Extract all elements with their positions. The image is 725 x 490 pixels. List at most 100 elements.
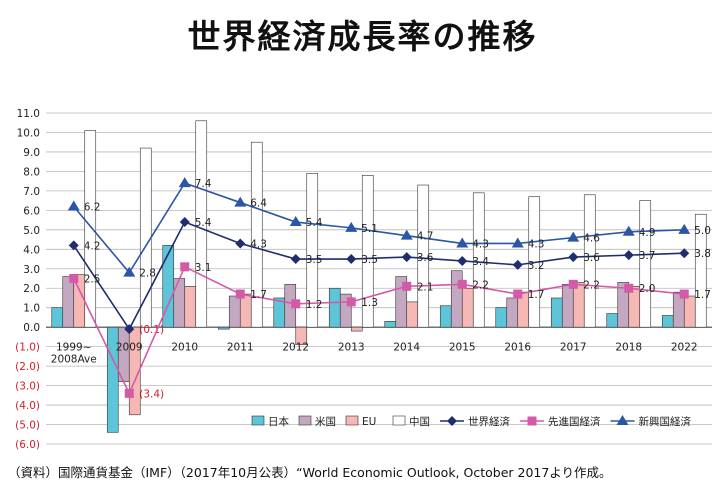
data-label-先進国経済: 1.2 bbox=[306, 299, 323, 311]
bar-日本 bbox=[550, 297, 563, 328]
data-label-新興国経済: 6.4 bbox=[250, 198, 267, 210]
line-新興国経済 bbox=[73, 182, 685, 275]
data-label-世界経済: 3.6 bbox=[417, 252, 434, 264]
line-先進国経済 bbox=[73, 265, 685, 396]
data-label-新興国経済: 4.6 bbox=[583, 233, 600, 245]
data-label-先進国経済: 2.0 bbox=[639, 283, 656, 295]
bar-EU bbox=[350, 326, 363, 332]
data-label-先進国経済: 2.5 bbox=[84, 274, 101, 286]
marker-先進国経済 bbox=[624, 283, 634, 293]
data-label-新興国経済: 4.9 bbox=[639, 227, 656, 239]
marker-先進国経済 bbox=[568, 279, 578, 289]
marker-先進国経済 bbox=[235, 289, 245, 299]
x-tick-label: 2010 bbox=[171, 342, 198, 354]
marker-先進国経済 bbox=[513, 289, 523, 299]
bar-日本 bbox=[495, 307, 508, 328]
data-label-新興国経済: 7.4 bbox=[195, 178, 212, 190]
bar-中国 bbox=[84, 130, 97, 328]
marker-新興国経済 bbox=[400, 229, 413, 240]
y-tick-label: 7.0 bbox=[23, 186, 40, 198]
y-tick-label: (4.0) bbox=[15, 400, 40, 412]
data-label-先進国経済: 3.1 bbox=[195, 262, 212, 274]
data-label-世界経済: 3.5 bbox=[361, 254, 378, 266]
x-tick-label: 2009 bbox=[116, 342, 143, 354]
legend-marker-新興国経済 bbox=[616, 415, 629, 425]
bar-中国 bbox=[195, 120, 208, 328]
bar-中国 bbox=[250, 141, 263, 328]
marker-世界経済 bbox=[679, 248, 690, 259]
x-tick-label: 2018 bbox=[615, 342, 642, 354]
marker-新興国経済 bbox=[234, 196, 247, 207]
data-label-先進国経済: 1.3 bbox=[361, 297, 378, 309]
legend-label: 新興国経済 bbox=[639, 415, 692, 428]
y-tick-label: 1.0 bbox=[23, 303, 40, 315]
data-label-新興国経済: 4.3 bbox=[472, 238, 489, 250]
bar-EU bbox=[406, 301, 419, 328]
marker-世界経済 bbox=[568, 252, 579, 263]
marker-世界経済 bbox=[124, 324, 135, 335]
marker-先進国経済 bbox=[124, 388, 134, 398]
y-tick-label: (3.0) bbox=[15, 381, 40, 393]
marker-先進国経済 bbox=[457, 279, 467, 289]
marker-新興国経済 bbox=[345, 221, 358, 232]
bar-中国 bbox=[139, 147, 152, 328]
data-label-新興国経済: 2.8 bbox=[139, 268, 156, 280]
data-label-先進国経済: 2.1 bbox=[417, 281, 434, 293]
data-label-世界経済: 3.2 bbox=[528, 260, 545, 272]
data-label-先進国経済: 2.2 bbox=[472, 279, 489, 291]
y-tick-label: 2.0 bbox=[23, 283, 40, 295]
bar-EU bbox=[128, 326, 141, 416]
y-tick-label: 6.0 bbox=[23, 205, 40, 217]
bar-日本 bbox=[661, 315, 674, 328]
x-tick-sublabel: 2008Ave bbox=[51, 353, 97, 365]
legend-swatch-米国 bbox=[298, 415, 312, 426]
line-世界経済 bbox=[73, 221, 685, 331]
data-label-新興国経済: 4.7 bbox=[417, 231, 434, 243]
legend-marker-世界経済 bbox=[447, 416, 457, 426]
chart-title: 世界経済成長率の推移 bbox=[187, 17, 538, 56]
y-tick-label: 10.0 bbox=[17, 127, 40, 139]
bar-日本 bbox=[384, 321, 397, 328]
bar-米国 bbox=[561, 284, 574, 328]
marker-先進国経済 bbox=[679, 289, 689, 299]
y-tick-label: 4.0 bbox=[23, 244, 40, 256]
bar-米国 bbox=[450, 270, 463, 328]
bar-日本 bbox=[51, 307, 64, 328]
marker-新興国経済 bbox=[178, 177, 191, 188]
legend-swatch-EU bbox=[345, 415, 359, 426]
x-tick-label: 2022 bbox=[671, 342, 698, 354]
bar-中国 bbox=[639, 200, 652, 328]
marker-新興国経済 bbox=[511, 237, 524, 248]
bar-米国 bbox=[173, 278, 186, 328]
data-label-世界経済: 4.2 bbox=[84, 240, 101, 252]
marker-先進国経済 bbox=[346, 297, 356, 307]
marker-世界経済 bbox=[512, 259, 523, 270]
marker-先進国経済 bbox=[291, 299, 301, 309]
marker-世界経済 bbox=[401, 252, 412, 263]
bar-日本 bbox=[328, 287, 341, 328]
marker-新興国経済 bbox=[678, 223, 691, 234]
x-tick-label: 2015 bbox=[449, 342, 476, 354]
legend-label: 先進国経済 bbox=[548, 415, 601, 428]
source-note: （資料）国際通貨基金（IMF）（2017年10月公表）“World Econom… bbox=[8, 465, 612, 480]
x-tick-label: 2014 bbox=[393, 342, 420, 354]
legend-label: EU bbox=[362, 416, 376, 428]
data-label-先進国経済: 1.7 bbox=[250, 289, 267, 301]
y-tick-label: 9.0 bbox=[23, 147, 40, 159]
y-tick-label: 5.0 bbox=[23, 225, 40, 237]
y-tick-label: (5.0) bbox=[15, 420, 40, 432]
marker-世界経済 bbox=[290, 254, 301, 265]
data-label-世界経済: 5.4 bbox=[195, 217, 212, 229]
marker-新興国経済 bbox=[622, 225, 635, 236]
bar-中国 bbox=[417, 184, 430, 328]
marker-新興国経済 bbox=[289, 216, 302, 227]
marker-世界経済 bbox=[235, 238, 246, 249]
data-label-世界経済: (0.1) bbox=[139, 324, 164, 336]
data-label-世界経済: 3.4 bbox=[472, 256, 489, 268]
y-tick-label: (1.0) bbox=[15, 342, 40, 354]
bar-米国 bbox=[62, 276, 75, 328]
x-tick-label: 2013 bbox=[338, 342, 365, 354]
marker-世界経済 bbox=[179, 217, 190, 228]
legend-swatch-日本 bbox=[251, 415, 265, 426]
